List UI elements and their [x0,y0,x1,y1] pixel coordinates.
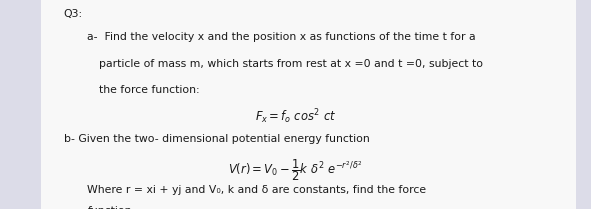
Text: the force function:: the force function: [99,85,200,95]
Text: Where r = xi + yj and V₀, k and δ are constants, find the force: Where r = xi + yj and V₀, k and δ are co… [87,185,427,195]
Text: Q3:: Q3: [64,9,83,19]
Text: $V(r) = V_0 - \dfrac{1}{2}k\ \delta^2\ e^{-r^2/\delta^2}$: $V(r) = V_0 - \dfrac{1}{2}k\ \delta^2\ e… [228,158,363,183]
Text: $F_x = f_o\ cos^2\ ct$: $F_x = f_o\ cos^2\ ct$ [255,107,336,126]
Text: a-  Find the velocity x and the position x as functions of the time t for a: a- Find the velocity x and the position … [87,32,476,42]
Text: function.: function. [87,206,135,209]
Text: b- Given the two- dimensional potential energy function: b- Given the two- dimensional potential … [64,134,369,144]
Text: particle of mass m, which starts from rest at x =0 and t =0, subject to: particle of mass m, which starts from re… [99,59,483,69]
FancyBboxPatch shape [41,0,576,209]
